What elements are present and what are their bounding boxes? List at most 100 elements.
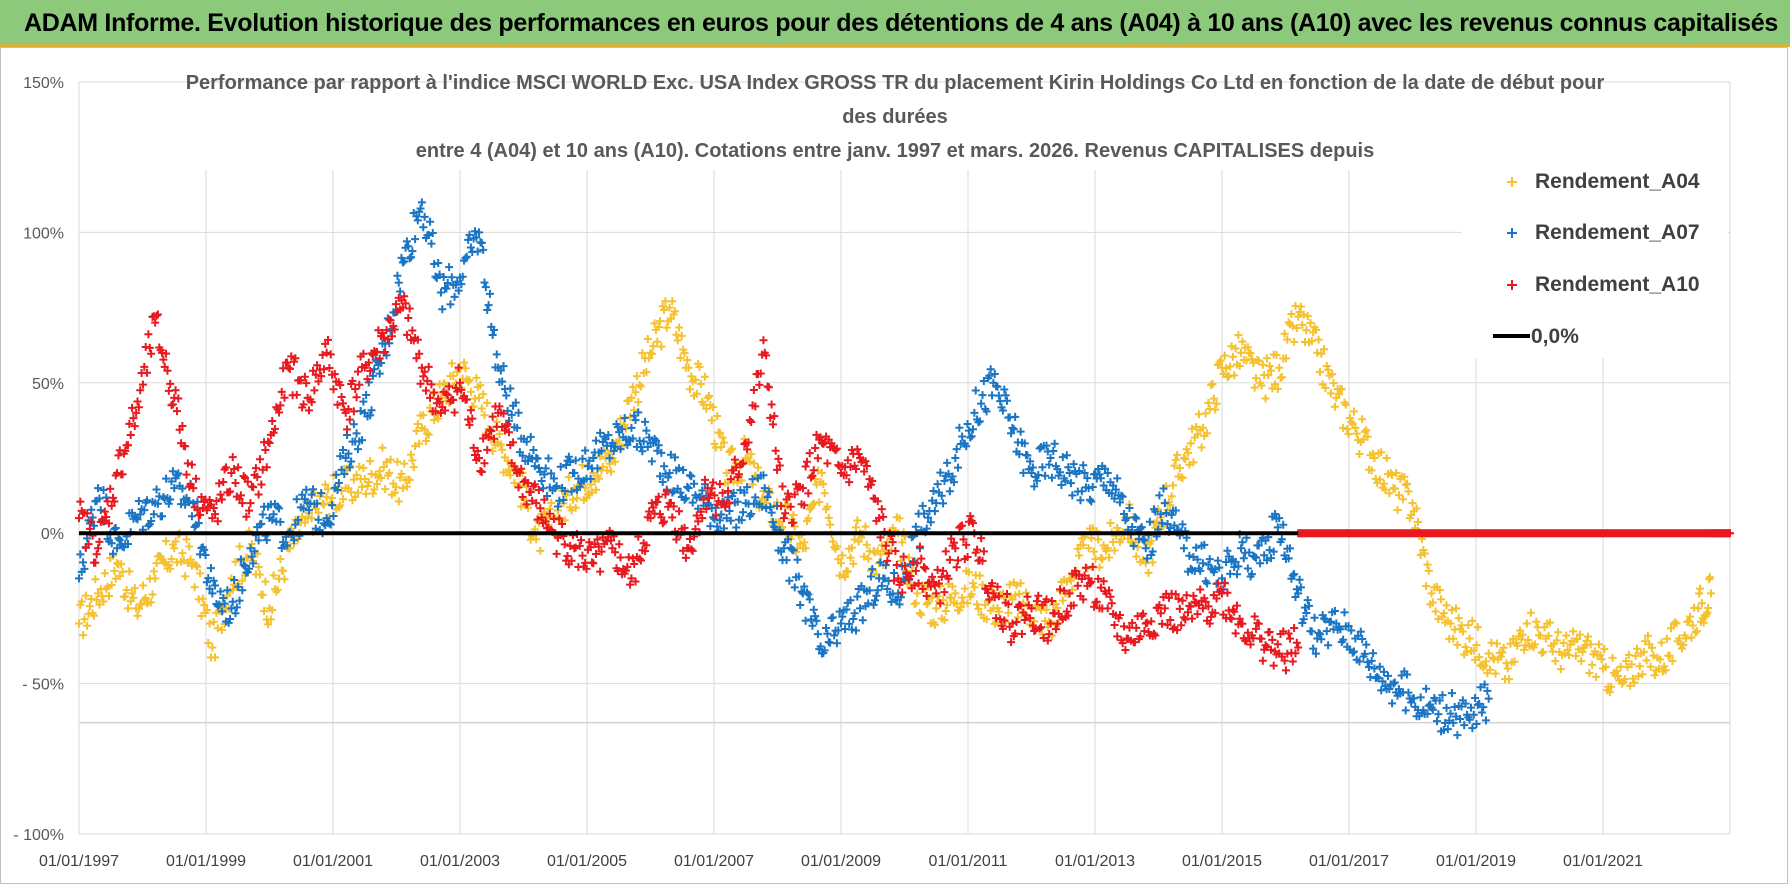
data-point	[485, 425, 494, 434]
data-point	[862, 461, 871, 470]
data-point	[785, 576, 794, 585]
data-point	[276, 517, 285, 526]
data-point	[1672, 619, 1681, 628]
data-point	[1230, 607, 1239, 616]
x-tick-label: 01/01/2001	[293, 853, 373, 870]
data-point	[620, 420, 629, 429]
data-point	[1704, 604, 1713, 613]
data-point	[842, 605, 851, 614]
data-point	[744, 438, 753, 447]
data-point	[1170, 461, 1179, 470]
data-point	[834, 461, 843, 470]
data-point	[1354, 631, 1363, 640]
data-point	[1250, 612, 1259, 621]
data-point	[862, 540, 871, 549]
data-point	[81, 591, 90, 600]
data-point	[1062, 577, 1071, 586]
data-point	[1031, 625, 1040, 634]
data-point	[805, 595, 814, 604]
data-point	[668, 513, 677, 522]
data-point	[83, 534, 92, 543]
data-point	[95, 537, 104, 546]
data-point	[691, 375, 700, 384]
data-point	[341, 454, 350, 462]
data-point	[698, 514, 707, 523]
data-point	[888, 589, 897, 598]
data-point	[1194, 410, 1203, 419]
data-point	[1428, 705, 1437, 714]
data-point	[733, 497, 742, 506]
data-point	[292, 390, 301, 399]
data-point	[853, 592, 862, 601]
data-point	[1626, 681, 1635, 690]
data-point	[466, 387, 475, 396]
data-point	[171, 537, 180, 546]
data-point	[1377, 448, 1386, 457]
data-point	[1160, 604, 1169, 613]
data-point	[895, 514, 904, 523]
data-point	[624, 553, 633, 562]
data-point	[567, 487, 576, 496]
data-point	[1287, 309, 1296, 318]
data-point	[963, 553, 972, 562]
data-point	[1162, 508, 1171, 517]
data-point	[533, 515, 542, 524]
data-point	[1382, 454, 1391, 463]
data-point	[338, 495, 347, 504]
data-point	[291, 354, 300, 363]
data-point	[598, 462, 607, 471]
data-point	[641, 547, 650, 556]
data-point	[1306, 318, 1315, 327]
data-point	[705, 391, 714, 400]
data-point	[739, 459, 748, 468]
data-point	[1047, 597, 1056, 606]
data-point	[246, 544, 255, 553]
data-point	[1596, 651, 1605, 660]
data-point	[823, 502, 832, 511]
data-point	[201, 550, 210, 559]
data-point	[279, 538, 288, 547]
data-point	[583, 490, 592, 499]
data-point	[822, 624, 831, 633]
data-point	[891, 547, 900, 556]
data-point	[251, 464, 260, 473]
data-point	[1631, 651, 1640, 660]
data-point	[1288, 571, 1297, 580]
data-point	[477, 239, 486, 248]
data-point	[510, 462, 519, 471]
data-point	[415, 349, 424, 358]
data-point	[585, 538, 594, 547]
data-point	[1164, 593, 1173, 602]
data-point	[1401, 706, 1410, 715]
data-point	[1586, 640, 1595, 649]
data-point	[1238, 619, 1247, 628]
data-point	[1178, 520, 1187, 529]
data-point	[920, 563, 929, 572]
data-point	[411, 235, 420, 244]
data-point	[336, 381, 345, 390]
data-point	[464, 377, 473, 386]
data-point	[988, 391, 997, 400]
data-point	[261, 446, 270, 455]
data-point	[106, 484, 115, 493]
data-point	[685, 385, 694, 394]
data-point	[333, 485, 342, 494]
data-point	[479, 390, 488, 399]
data-point	[564, 473, 573, 482]
data-point	[713, 411, 722, 420]
data-point	[483, 445, 492, 454]
data-point	[1043, 636, 1052, 645]
data-point	[945, 487, 954, 496]
data-point	[111, 574, 120, 583]
data-point	[611, 548, 620, 557]
data-point	[1461, 699, 1470, 708]
data-point	[299, 504, 308, 513]
data-point	[1341, 400, 1350, 409]
data-point	[1125, 504, 1134, 513]
data-point	[401, 299, 410, 308]
x-tick-label: 01/01/2009	[801, 853, 881, 870]
data-point	[1120, 622, 1129, 631]
data-point	[846, 596, 855, 605]
data-point	[1647, 643, 1656, 652]
data-point	[732, 463, 741, 472]
